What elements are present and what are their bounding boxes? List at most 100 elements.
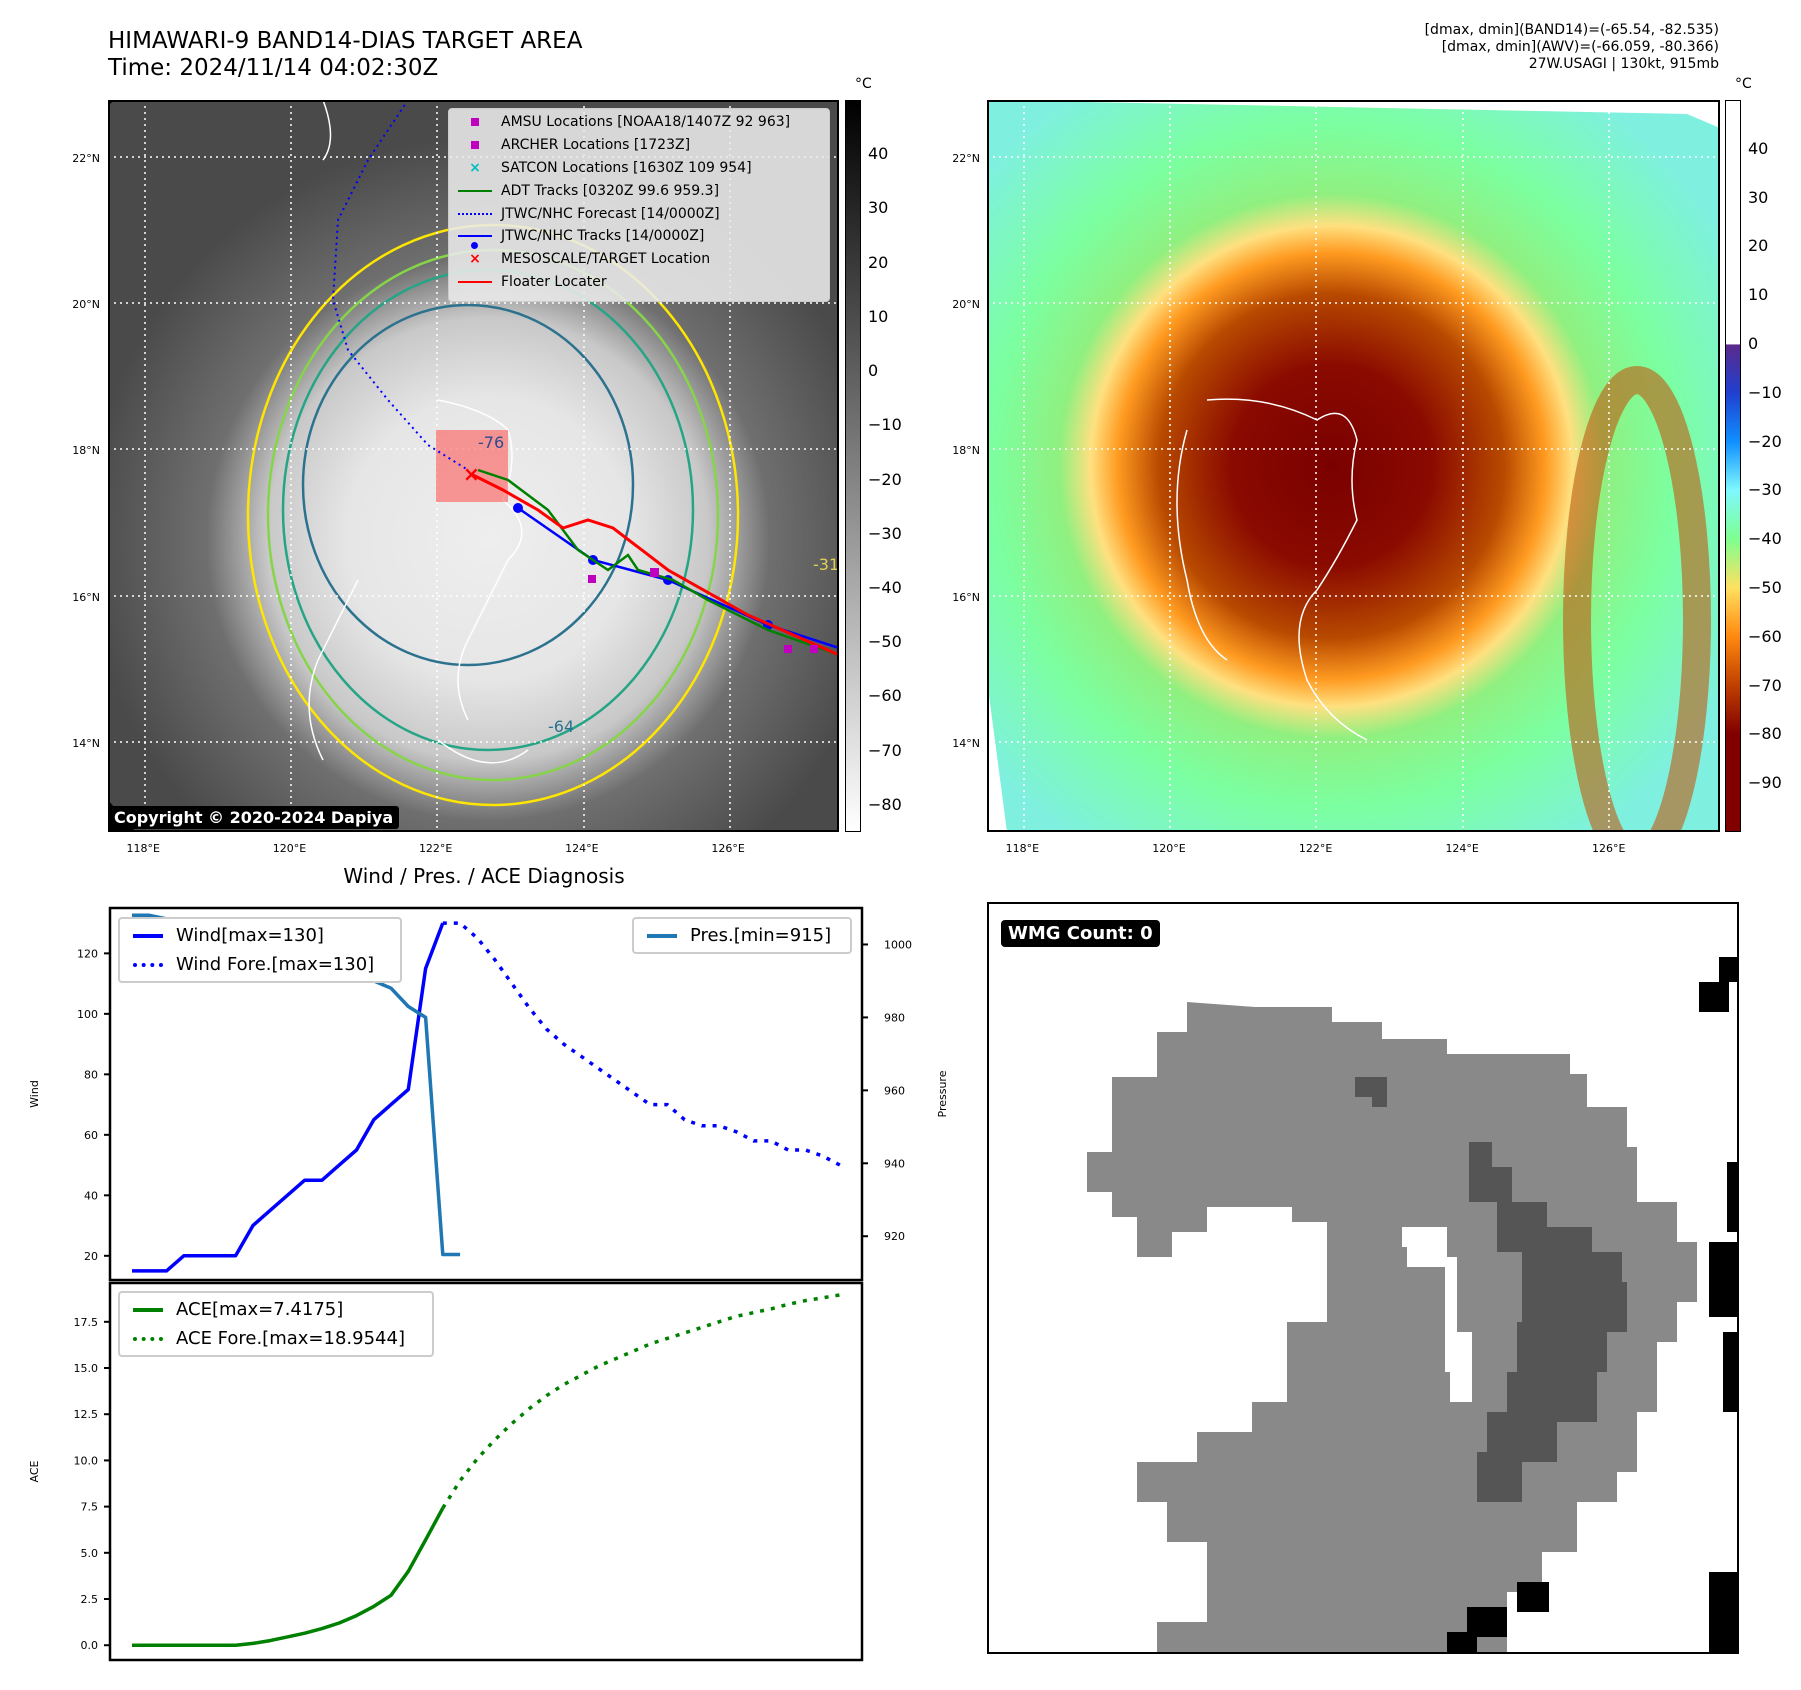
colorbar-tick-label: 40: [1748, 138, 1769, 158]
legend-item-jtwc-tracks: JTWC/NHC Tracks [14/0000Z]: [449, 225, 829, 250]
lon-tick-label: 122°E: [418, 842, 453, 855]
ir-colorbar-unit: °C: [855, 76, 872, 92]
pressure-legend: Pres.[min=915]: [632, 917, 852, 954]
awv-colorbar-unit: °C: [1735, 76, 1752, 92]
lon-tick-label: 118°E: [1005, 842, 1040, 855]
outer-rainband: [1563, 366, 1711, 832]
colorbar-tick-label: −70: [1748, 675, 1782, 695]
legend-item-forecast: JTWC/NHC Forecast [14/0000Z]: [449, 202, 829, 225]
legend-item-amsu: AMSU Locations [NOAA18/1407Z 92 963]: [449, 111, 829, 134]
legend-item-wind-forecast: Wind Fore.[max=130]: [120, 950, 400, 979]
adt-track: [477, 468, 839, 657]
wmg-black-cells: [1447, 957, 1739, 1654]
dotted-line-icon: [449, 212, 501, 215]
colorbar-tick-label: −40: [1748, 529, 1782, 549]
wmg-hole: [1402, 1227, 1472, 1402]
colorbar-tick-label: −80: [1748, 724, 1782, 744]
square-marker-icon: [449, 118, 501, 127]
solid-line-icon: [449, 280, 501, 283]
colorbar-tick-label: 10: [868, 306, 889, 326]
solid-line-icon: [449, 189, 501, 192]
awv-colorbar: [1725, 100, 1741, 832]
y-tick-label: 2.5: [81, 1593, 99, 1606]
lat-tick-label: 14°N: [952, 737, 980, 751]
stats-band14: [dmax, dmin](BAND14)=(-65.54, -82.535): [1424, 22, 1719, 38]
colorbar-tick-label: −30: [1748, 480, 1782, 500]
lat-tick-label: 18°N: [72, 444, 100, 458]
lon-tick-label: 122°E: [1298, 842, 1333, 855]
lon-tick-label: 120°E: [272, 842, 307, 855]
wmg-image: [987, 902, 1739, 1654]
wmg-panel: WMG Count: 0: [987, 902, 1739, 1654]
wmg-region-dark: [1469, 1142, 1627, 1502]
colorbar-tick-label: −20: [868, 469, 902, 489]
colorbar-tick-label: −50: [1748, 578, 1782, 597]
coastline: [308, 100, 529, 764]
lat-tick-label: 16°N: [952, 590, 980, 604]
legend-item-archer: ARCHER Locations [1723Z]: [449, 134, 829, 157]
ace-legend: ACE[max=7.4175] ACE Fore.[max=18.9544]: [118, 1291, 434, 1357]
y-tick-label: 20: [84, 1250, 98, 1263]
jtwc-forecast-track: [331, 100, 469, 471]
awv-map-frame: [987, 100, 1720, 832]
legend-item-pressure: Pres.[min=915]: [634, 921, 850, 950]
lat-tick-label: 22°N: [952, 151, 980, 165]
colorbar-tick-label: 30: [1748, 187, 1769, 207]
colorbar-tick-label: −10: [1748, 382, 1782, 402]
ir-colorbar: [845, 100, 861, 832]
y-tick-label: 0.0: [81, 1639, 99, 1652]
colorbar-tick-label: −50: [868, 632, 902, 652]
lon-tick-label: 126°E: [711, 842, 745, 855]
contour-label: -76: [478, 433, 504, 452]
ace-chart: 0.0 2.5 5.0 7.5 10.0 12.5 15.0 17.5 ACE: [28, 1281, 864, 1662]
colorbar-tick-label: −70: [868, 740, 902, 760]
legend-item-floater: Floater Locater: [449, 271, 829, 294]
lon-tick-label: 124°E: [1445, 842, 1479, 855]
awv-map-panel: [987, 100, 1720, 832]
y-axis-label: ACE: [28, 1460, 41, 1482]
wmg-region-gray: [1087, 1002, 1697, 1654]
awv-lat-ticks: 22°N 20°N 18°N 16°N 14°N: [940, 100, 984, 832]
ir-map-frame: [108, 100, 839, 832]
colorbar-tick-label: 0: [1748, 334, 1759, 353]
x-marker-icon: ×: [469, 159, 481, 176]
copyright-label: Copyright © 2020-2024 Dapiya: [108, 806, 400, 829]
dotted-line-icon: [120, 962, 176, 967]
y-tick-label: 10.0: [74, 1454, 99, 1467]
colorbar-tick-label: 30: [868, 198, 889, 218]
legend-item-ace: ACE[max=7.4175]: [120, 1295, 432, 1324]
lat-tick-label: 22°N: [72, 151, 100, 165]
plot-frame: [108, 1281, 864, 1662]
legend-item-target: × MESOSCALE/TARGET Location: [449, 248, 829, 271]
wmg-count-badge: WMG Count: 0: [1001, 920, 1160, 947]
y-right-tick-label: 960: [884, 1084, 905, 1097]
diagnosis-title: Wind / Pres. / ACE Diagnosis: [343, 864, 625, 888]
y-tick-label: 15.0: [74, 1362, 99, 1375]
legend-item-satcon: × SATCON Locations [1630Z 109 954]: [449, 157, 829, 180]
floater-track: [472, 473, 839, 657]
colorbar-tick-label: 10: [1748, 285, 1769, 305]
y-tick-label: 80: [84, 1068, 98, 1081]
title-product: HIMAWARI-9 BAND14-DIAS TARGET AREA: [108, 28, 583, 54]
lat-tick-label: 14°N: [72, 737, 100, 751]
ir-map-panel: × -76 -64 -31 AMSU Locations [NOAA18/140…: [108, 100, 839, 832]
colorbar-tick-label: −20: [1748, 431, 1782, 451]
coastline: [1176, 398, 1368, 741]
colorbar-tick-label: −80: [868, 794, 902, 814]
wind-legend: Wind[max=130] Wind Fore.[max=130]: [118, 917, 402, 983]
y-tick-label: 17.5: [74, 1316, 99, 1329]
colorbar-tick-label: −90: [1748, 773, 1782, 793]
archer-marker: [810, 645, 818, 653]
legend-item-adt: ADT Tracks [0320Z 99.6 959.3]: [449, 179, 829, 202]
solid-line-icon: [120, 1307, 176, 1312]
solid-line-icon: [120, 933, 176, 938]
archer-marker: [784, 645, 792, 653]
series-ace-fore: [441, 1293, 841, 1510]
lat-tick-label: 16°N: [72, 590, 100, 604]
series-ace: [132, 1507, 445, 1647]
amsu-marker: [650, 568, 659, 577]
stats-awv: [dmax, dmin](AWV)=(-66.059, -80.366): [1441, 39, 1719, 55]
series-wind: [132, 922, 445, 1273]
y-right-axis-label: Pressure: [936, 1070, 949, 1117]
y-right-tick-label: 940: [884, 1157, 905, 1170]
